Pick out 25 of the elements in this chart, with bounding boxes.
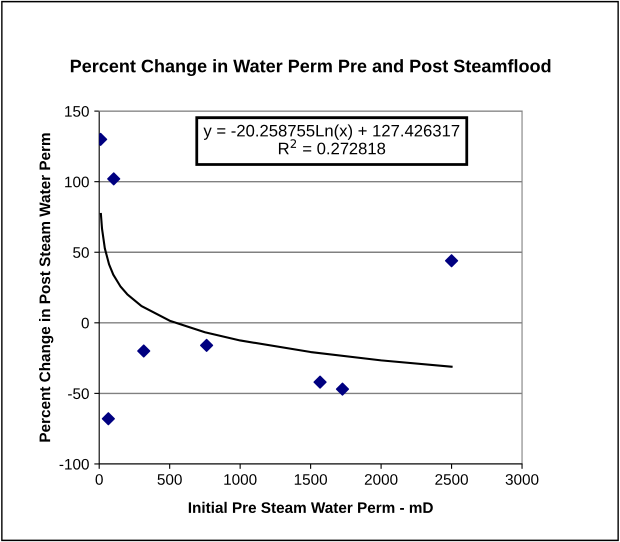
chart-title: Percent Change in Water Perm Pre and Post Steamflood	[70, 59, 550, 76]
point	[107, 172, 120, 186]
x-tick-label: 2500	[435, 474, 468, 485]
x-tick-label: 1500	[294, 474, 328, 485]
x-tick-label: 3000	[506, 474, 538, 485]
y-axis-title: Percent Change in Post Steam Water Perm	[39, 133, 54, 442]
x-tick-label: 1000	[224, 474, 257, 485]
y-tick-label: 0	[82, 318, 89, 328]
annotation: R$^{2}$ = 0.272818	[278, 139, 386, 154]
point	[313, 376, 327, 389]
y-tick-label: -100	[60, 458, 89, 470]
annotation: y = -20.258755Ln(x) + 127.426317	[203, 124, 460, 140]
x-axis-title: Initial Pre Steam Water Perm - mD	[188, 502, 433, 514]
y-tick-label: 100	[65, 176, 89, 188]
point	[137, 344, 150, 358]
point	[102, 412, 115, 426]
x-tick-label: 0	[96, 474, 103, 485]
point	[444, 254, 458, 268]
point	[336, 382, 350, 396]
y-tick-label: 150	[65, 106, 89, 117]
y-tick-label: -50	[68, 388, 89, 400]
x-tick-label: 500	[158, 474, 182, 485]
x-tick-label: 2000	[364, 474, 398, 485]
point	[200, 338, 214, 352]
y-tick-label: 50	[73, 247, 89, 258]
